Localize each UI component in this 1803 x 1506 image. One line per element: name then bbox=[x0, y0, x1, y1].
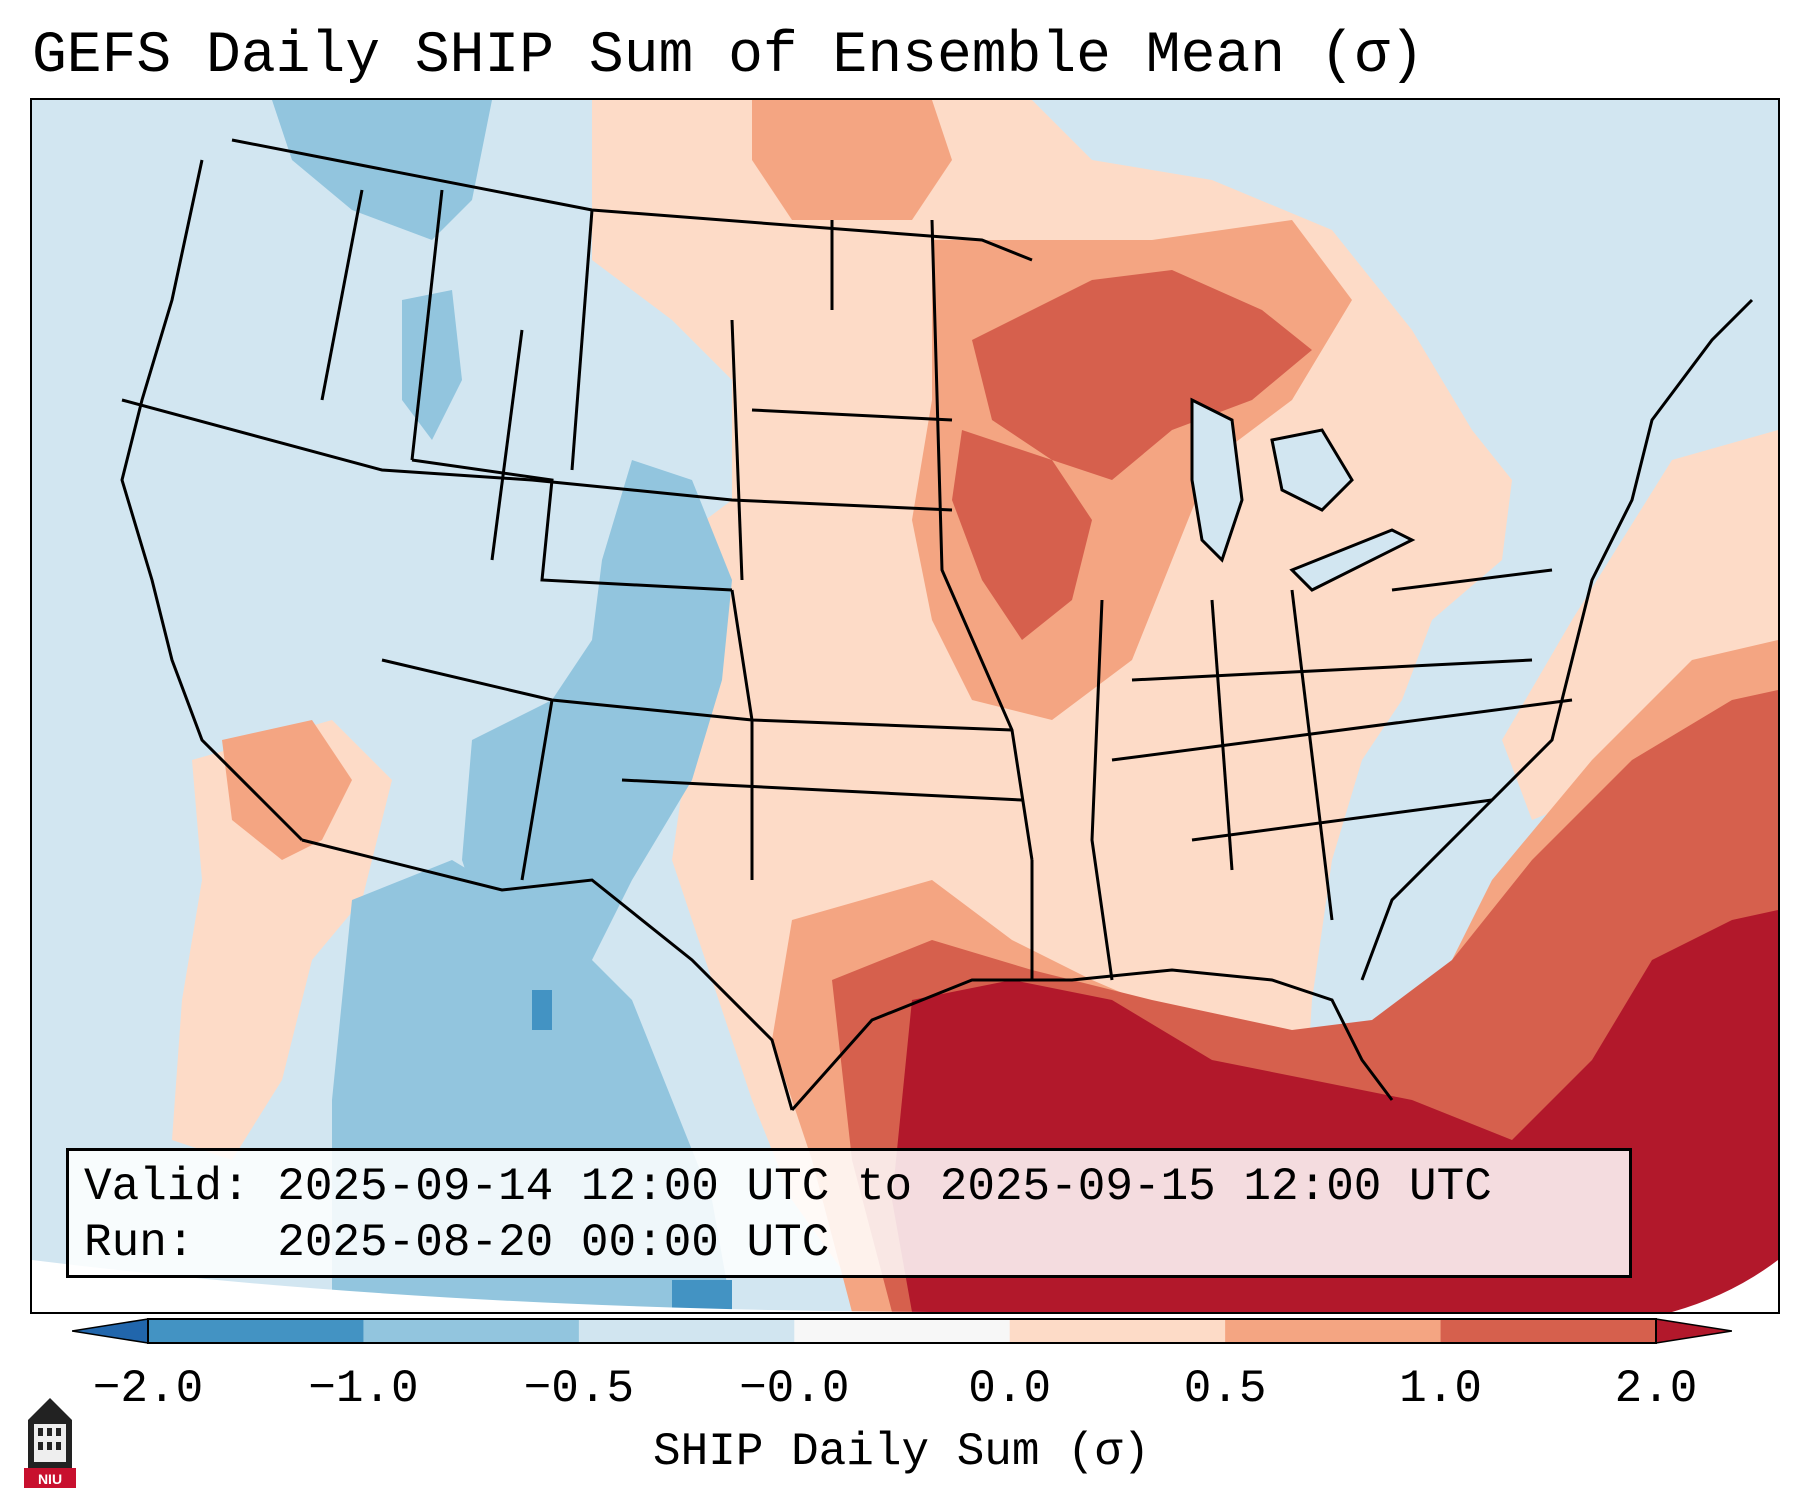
state-line bbox=[520, 699, 554, 881]
us-mexico-border bbox=[301, 838, 794, 1111]
colorbar-tick-label: −2.0 bbox=[92, 1363, 204, 1415]
colorbar-tick-label: 2.0 bbox=[1614, 1363, 1698, 1415]
anomaly-region-moderate-positive-north bbox=[752, 100, 952, 220]
state-line bbox=[381, 658, 1013, 732]
anomaly-region-light-positive-southwest bbox=[172, 720, 392, 1160]
colorbar-label: SHIP Daily Sum (σ) bbox=[653, 1426, 1150, 1478]
state-line bbox=[490, 329, 524, 561]
colorbar-extend-min bbox=[72, 1318, 149, 1344]
great-lakes bbox=[1190, 397, 1416, 592]
colorbar-bin bbox=[363, 1319, 580, 1343]
state-line bbox=[621, 778, 1023, 802]
colorbar-bin bbox=[1440, 1319, 1657, 1343]
state-line bbox=[930, 219, 1034, 861]
colorbar-bin bbox=[1009, 1319, 1226, 1343]
logo-text: NIU bbox=[38, 1471, 62, 1487]
map-panel bbox=[30, 98, 1780, 1314]
lake-huron bbox=[1270, 428, 1354, 512]
state-line bbox=[730, 319, 744, 581]
colorbar-outline bbox=[147, 1318, 1657, 1344]
us-west-coast bbox=[120, 159, 304, 842]
state-line bbox=[1210, 599, 1234, 871]
state-line bbox=[1090, 599, 1114, 981]
colorbar-tick-label: 0.5 bbox=[1183, 1363, 1267, 1415]
colorbar-extend-max bbox=[1655, 1318, 1732, 1344]
us-canada-border bbox=[231, 138, 1033, 262]
state-line bbox=[1391, 568, 1553, 592]
state-line bbox=[1111, 698, 1573, 762]
colorbar-bin bbox=[1225, 1319, 1442, 1343]
run-time-text: Run: 2025-08-20 00:00 UTC bbox=[84, 1217, 830, 1269]
university-building-icon: NIU bbox=[24, 1398, 76, 1488]
anomaly-spot-strong-negative bbox=[532, 990, 552, 1030]
state-line bbox=[570, 209, 594, 471]
anomaly-region-moderate-positive-baja bbox=[222, 720, 352, 860]
state-line bbox=[1191, 798, 1493, 842]
valid-time-text: Valid: 2025-09-14 12:00 UTC to 2025-09-1… bbox=[84, 1161, 1492, 1213]
state-line bbox=[320, 189, 364, 401]
state-line bbox=[1290, 589, 1334, 921]
state-line bbox=[1131, 658, 1533, 682]
state-line bbox=[410, 189, 444, 461]
colorbar-bin bbox=[578, 1319, 795, 1343]
projection-edge bbox=[1672, 1260, 1778, 1312]
anomaly-region-moderate-negative-rockies bbox=[462, 460, 732, 1000]
page-title: GEFS Daily SHIP Sum of Ensemble Mean (σ) bbox=[32, 24, 1425, 89]
projection-edge bbox=[32, 1260, 932, 1312]
colorbar-tick-label: 1.0 bbox=[1399, 1363, 1482, 1415]
lake-michigan bbox=[1190, 397, 1244, 563]
colorbar-tick-label: −0.5 bbox=[523, 1363, 635, 1415]
colorbar-tick-label: −0.0 bbox=[739, 1363, 850, 1415]
validity-info-box: Valid: 2025-09-14 12:00 UTC to 2025-09-1… bbox=[66, 1148, 1632, 1278]
political-borders bbox=[120, 138, 1754, 1111]
colorbar-tick-label: 0.0 bbox=[968, 1363, 1052, 1415]
colorbar-tick-label: −1.0 bbox=[308, 1363, 419, 1415]
colorbar-bin bbox=[794, 1319, 1011, 1343]
colorbar bbox=[72, 1318, 1732, 1344]
state-line bbox=[121, 398, 953, 512]
gulf-coast bbox=[790, 968, 1394, 1111]
anomaly-region-strong-positive-greatlakes bbox=[972, 270, 1312, 480]
colorbar-bin bbox=[148, 1319, 364, 1343]
lake-erie bbox=[1289, 528, 1416, 592]
anomaly-spot-strong-negative bbox=[672, 1280, 732, 1312]
east-coast bbox=[1360, 298, 1754, 981]
state-line bbox=[411, 458, 733, 592]
anomaly-region-strong-positive-plains bbox=[952, 430, 1092, 640]
state-line bbox=[730, 589, 754, 880]
state-line bbox=[751, 408, 953, 422]
map-canvas bbox=[32, 100, 1778, 1312]
